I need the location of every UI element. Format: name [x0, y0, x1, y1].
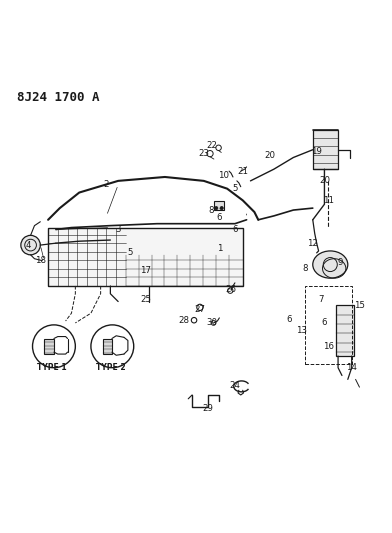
Text: 25: 25 [140, 295, 151, 304]
Text: 29: 29 [202, 404, 213, 413]
Text: 8: 8 [302, 264, 308, 273]
Bar [103, 338, 112, 354]
Bar [336, 305, 354, 356]
Text: 4: 4 [26, 240, 31, 249]
Text: 18: 18 [35, 256, 46, 265]
Text: 7: 7 [318, 295, 323, 304]
Text: TYPE 2: TYPE 2 [96, 363, 125, 372]
Text: 15: 15 [354, 301, 365, 310]
Text: 20: 20 [319, 176, 330, 185]
Text: 8J24 1700 A: 8J24 1700 A [17, 91, 100, 104]
Circle shape [220, 207, 223, 209]
Text: 24: 24 [229, 381, 240, 390]
Text: 28: 28 [179, 317, 190, 326]
Text: 26: 26 [225, 285, 236, 294]
Text: 23: 23 [198, 149, 209, 158]
Text: 6: 6 [322, 318, 327, 327]
Text: 2: 2 [104, 180, 109, 189]
Text: 19: 19 [311, 147, 322, 156]
Circle shape [215, 207, 218, 209]
Circle shape [21, 236, 40, 255]
Text: 22: 22 [206, 141, 217, 150]
Text: 14: 14 [346, 363, 357, 372]
Text: 12: 12 [307, 239, 318, 248]
Ellipse shape [313, 251, 348, 278]
Text: 27: 27 [194, 305, 205, 314]
Text: 5: 5 [127, 248, 132, 257]
Text: 1: 1 [217, 245, 222, 254]
Text: 11: 11 [323, 196, 334, 205]
Bar [214, 201, 224, 210]
Text: 10: 10 [218, 171, 229, 180]
Text: 21: 21 [237, 167, 248, 176]
Bar [44, 338, 54, 354]
Bar [313, 130, 338, 169]
Text: 8: 8 [209, 206, 214, 215]
Text: 6: 6 [287, 314, 292, 324]
Text: 17: 17 [140, 266, 151, 275]
Text: 9: 9 [338, 258, 343, 267]
Bar [305, 286, 352, 364]
Text: 3: 3 [115, 225, 121, 234]
Text: 20: 20 [265, 151, 276, 160]
Text: TYPE 1: TYPE 1 [37, 363, 67, 372]
Bar [48, 228, 243, 286]
Text: 5: 5 [232, 184, 238, 193]
Text: 13: 13 [296, 326, 307, 335]
Text: 6: 6 [217, 213, 222, 222]
Text: 30: 30 [206, 318, 217, 327]
Text: 6: 6 [232, 225, 238, 234]
Text: 16: 16 [323, 342, 334, 351]
